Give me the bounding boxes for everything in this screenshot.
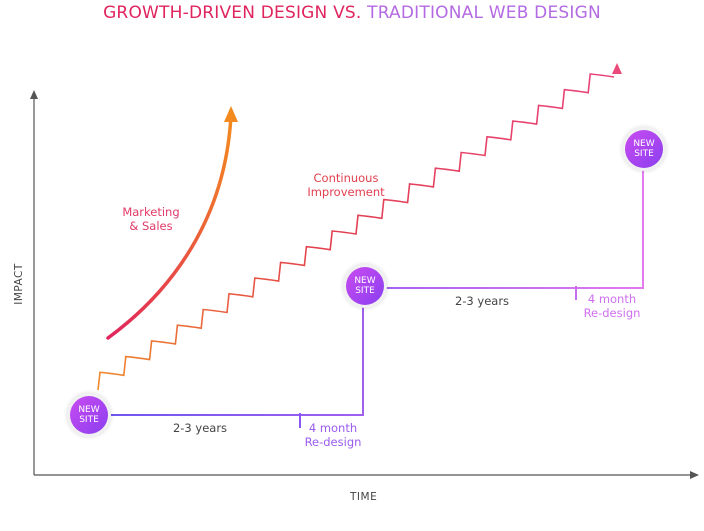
years-label-2: 2-3 years [454, 294, 510, 308]
new-site-badge-1: NEW SITE [67, 393, 111, 437]
y-axis-label: IMPACT [12, 263, 25, 305]
staircase-arrow-icon [612, 63, 622, 74]
diagram-title: GROWTH-DRIVEN DESIGN VS. TRADITIONAL WEB… [0, 3, 704, 23]
new-site-badge-2: NEW SITE [343, 264, 387, 308]
x-axis-arrow-icon [690, 471, 699, 479]
marketing-sales-label: Marketing & Sales [122, 205, 180, 233]
title-traditional: TRADITIONAL WEB DESIGN [367, 3, 601, 23]
continuous-improvement-label: Continuous Improvement [307, 171, 385, 199]
redesign-label-2: 4 month Re-design [583, 292, 641, 320]
axes [30, 90, 699, 479]
years-label-1: 2-3 years [172, 421, 228, 435]
continuous-improvement-staircase [97, 73, 615, 391]
redesign-label-1: 4 month Re-design [304, 421, 362, 449]
y-axis-arrow-icon [30, 90, 38, 99]
new-site-badge-3: NEW SITE [622, 127, 666, 171]
marketing-arrow-icon [224, 106, 238, 122]
x-axis-label: TIME [350, 491, 378, 503]
marketing-sales-curve [106, 113, 233, 340]
title-growth-driven: GROWTH-DRIVEN DESIGN VS. [103, 3, 362, 23]
